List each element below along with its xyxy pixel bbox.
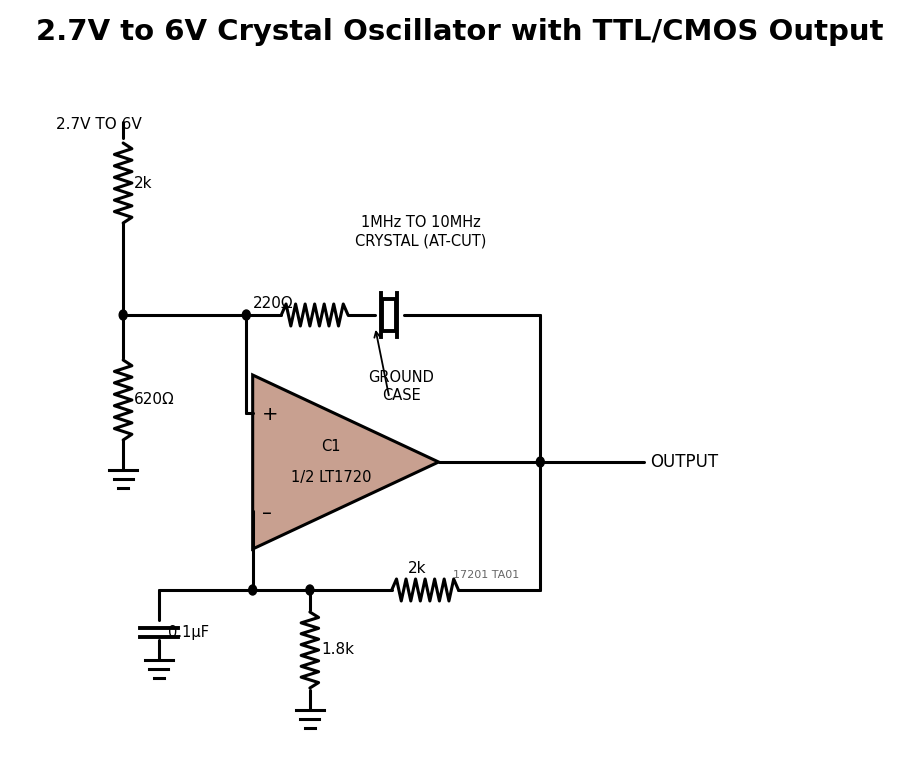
Text: 620Ω: 620Ω [134,393,175,407]
Text: 220Ω: 220Ω [253,296,293,311]
Circle shape [306,585,314,595]
Text: 1MHz TO 10MHz: 1MHz TO 10MHz [361,215,481,230]
Circle shape [536,457,544,467]
Circle shape [248,585,256,595]
Text: 2k: 2k [134,175,153,191]
Text: 1/2 LT1720: 1/2 LT1720 [291,470,372,485]
Text: 2.7V to 6V Crystal Oscillator with TTL/CMOS Output: 2.7V to 6V Crystal Oscillator with TTL/C… [36,18,883,46]
Bar [382,299,397,331]
Polygon shape [253,375,438,549]
Text: C1: C1 [321,439,341,454]
Text: +: + [262,406,279,425]
Text: 17201 TA01: 17201 TA01 [453,570,519,580]
Circle shape [119,310,127,320]
Text: CRYSTAL (AT-CUT): CRYSTAL (AT-CUT) [356,233,487,248]
Text: 2.7V TO 6V: 2.7V TO 6V [56,117,141,132]
Text: OUTPUT: OUTPUT [650,453,718,471]
Text: 0.1μF: 0.1μF [168,625,210,640]
Circle shape [242,310,250,320]
Text: 2k: 2k [408,561,427,576]
Text: –: – [262,504,272,522]
Text: 1.8k: 1.8k [321,643,354,658]
Text: CASE: CASE [382,388,420,403]
Text: GROUND: GROUND [368,370,434,385]
